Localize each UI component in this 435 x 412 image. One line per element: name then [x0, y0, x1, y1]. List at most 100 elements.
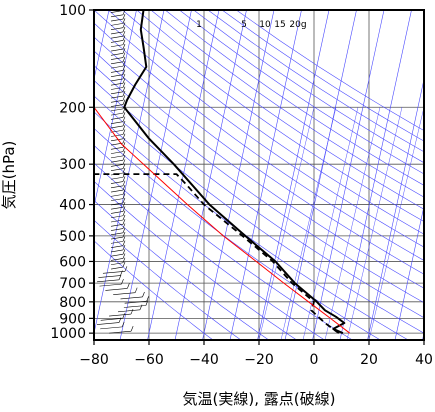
dry-adiabat-line	[94, 50, 424, 289]
wind-barb	[110, 249, 124, 253]
x-tick-label: −40	[189, 352, 219, 368]
wind-barb-flag	[130, 326, 134, 332]
wind-barb	[110, 95, 124, 99]
wind-barb-flag	[124, 266, 128, 272]
wind-barb-flag	[122, 31, 126, 37]
x-tick-label: 20	[360, 352, 378, 368]
wind-barb	[110, 266, 124, 270]
wind-barb	[110, 181, 124, 184]
wind-barb-flag	[118, 274, 122, 280]
wind-barb	[110, 211, 124, 214]
wind-barb	[102, 271, 125, 274]
wind-barb	[110, 185, 124, 189]
wind-barb-flag	[122, 184, 126, 191]
wind-barb	[110, 198, 124, 201]
x-axis-ticks: −80 −60 −40 −20 0 20 40	[79, 340, 433, 368]
dry-adiabat-line	[94, 80, 424, 319]
thermodynamic-lines	[94, 10, 424, 340]
parcel-line	[94, 107, 351, 334]
wind-barb-flag	[122, 116, 126, 122]
y-tick-label: 400	[59, 198, 86, 214]
wind-barb	[110, 168, 124, 172]
wind-barb	[110, 232, 124, 236]
wind-barb-flag	[122, 133, 126, 139]
wind-barb	[110, 35, 124, 39]
dewpoint-line	[94, 173, 340, 334]
wind-barb-flag	[122, 155, 126, 161]
dry-adiabat-line	[94, 240, 214, 340]
wind-barb-flag	[122, 90, 126, 97]
x-tick-label: −60	[134, 352, 164, 368]
wind-barb-flag	[127, 283, 130, 289]
wind-barb-flag	[122, 163, 126, 169]
dry-adiabat-line	[94, 219, 242, 340]
wind-barb	[110, 245, 124, 248]
mixing-ratio-label: 10	[259, 20, 271, 30]
wind-barb-flag	[130, 308, 134, 315]
wind-barb-flag	[122, 249, 126, 255]
wind-barb-flag	[145, 300, 149, 306]
wind-barb-flag	[122, 223, 126, 229]
wind-barb-flag	[122, 189, 126, 195]
wind-barb	[110, 155, 124, 159]
y-tick-label: 500	[59, 229, 86, 245]
wind-barb	[110, 147, 124, 150]
wind-barb-flag	[122, 86, 126, 92]
wind-barb-flag	[134, 287, 138, 293]
wind-barb	[99, 283, 122, 287]
wind-barb	[110, 104, 124, 107]
wind-barb-flag	[122, 227, 126, 233]
isotherm-line	[339, 10, 412, 340]
isotherm-line	[312, 10, 385, 340]
wind-barb	[110, 164, 124, 167]
x-tick-label: −80	[79, 352, 109, 368]
wind-barb-flag	[122, 56, 126, 62]
x-tick-label: −20	[244, 352, 274, 368]
wind-barb	[110, 91, 124, 95]
wind-barb-flag	[122, 206, 126, 212]
wind-barb	[110, 176, 124, 180]
wind-barb-flag	[122, 82, 126, 88]
wind-barb-flag	[122, 142, 126, 148]
isotherm-line	[394, 204, 424, 340]
dry-adiabat-line	[94, 95, 424, 334]
wind-barb-flag	[122, 65, 126, 71]
wind-barb	[110, 65, 124, 69]
dry-adiabat-line	[94, 127, 381, 340]
wind-barb-flag	[122, 197, 126, 204]
wind-barb	[98, 275, 121, 278]
y-tick-label: 300	[59, 157, 86, 173]
wind-barb	[110, 31, 124, 35]
dry-adiabat-line	[94, 180, 297, 340]
dry-adiabat-line	[108, 10, 424, 235]
wind-barb-flag	[122, 52, 126, 58]
wind-barb	[110, 27, 124, 30]
wind-barb-flag	[122, 244, 126, 251]
wind-barb	[110, 223, 124, 227]
y-tick-label: 100	[59, 3, 86, 19]
mixing-ratio-line	[258, 107, 315, 340]
wind-barb	[110, 258, 124, 261]
isotherm-line	[202, 10, 275, 340]
isotherm-line	[229, 10, 302, 340]
x-tick-label: 0	[310, 352, 319, 368]
mixing-ratio-line	[280, 107, 337, 340]
wind-barb-flag	[122, 129, 126, 135]
wind-barb	[123, 305, 146, 308]
wind-barb	[110, 57, 124, 60]
wind-barb	[110, 61, 124, 65]
mixing-ratio-labels: 1 5 10 15 20g	[196, 20, 306, 30]
wind-barb-flag	[122, 125, 126, 131]
wind-barb	[110, 206, 124, 210]
wind-barb-flag	[122, 137, 126, 144]
wind-barb	[120, 296, 143, 300]
wind-barb-flag	[142, 291, 145, 298]
y-tick-label: 600	[59, 254, 86, 270]
wind-barb-flag	[122, 231, 126, 238]
wind-barb-flag	[122, 253, 126, 259]
mixing-ratio-line	[302, 107, 359, 340]
wind-barb	[113, 292, 136, 295]
wind-barb	[96, 322, 120, 325]
wind-barb	[124, 300, 147, 304]
wind-barb	[110, 87, 124, 90]
